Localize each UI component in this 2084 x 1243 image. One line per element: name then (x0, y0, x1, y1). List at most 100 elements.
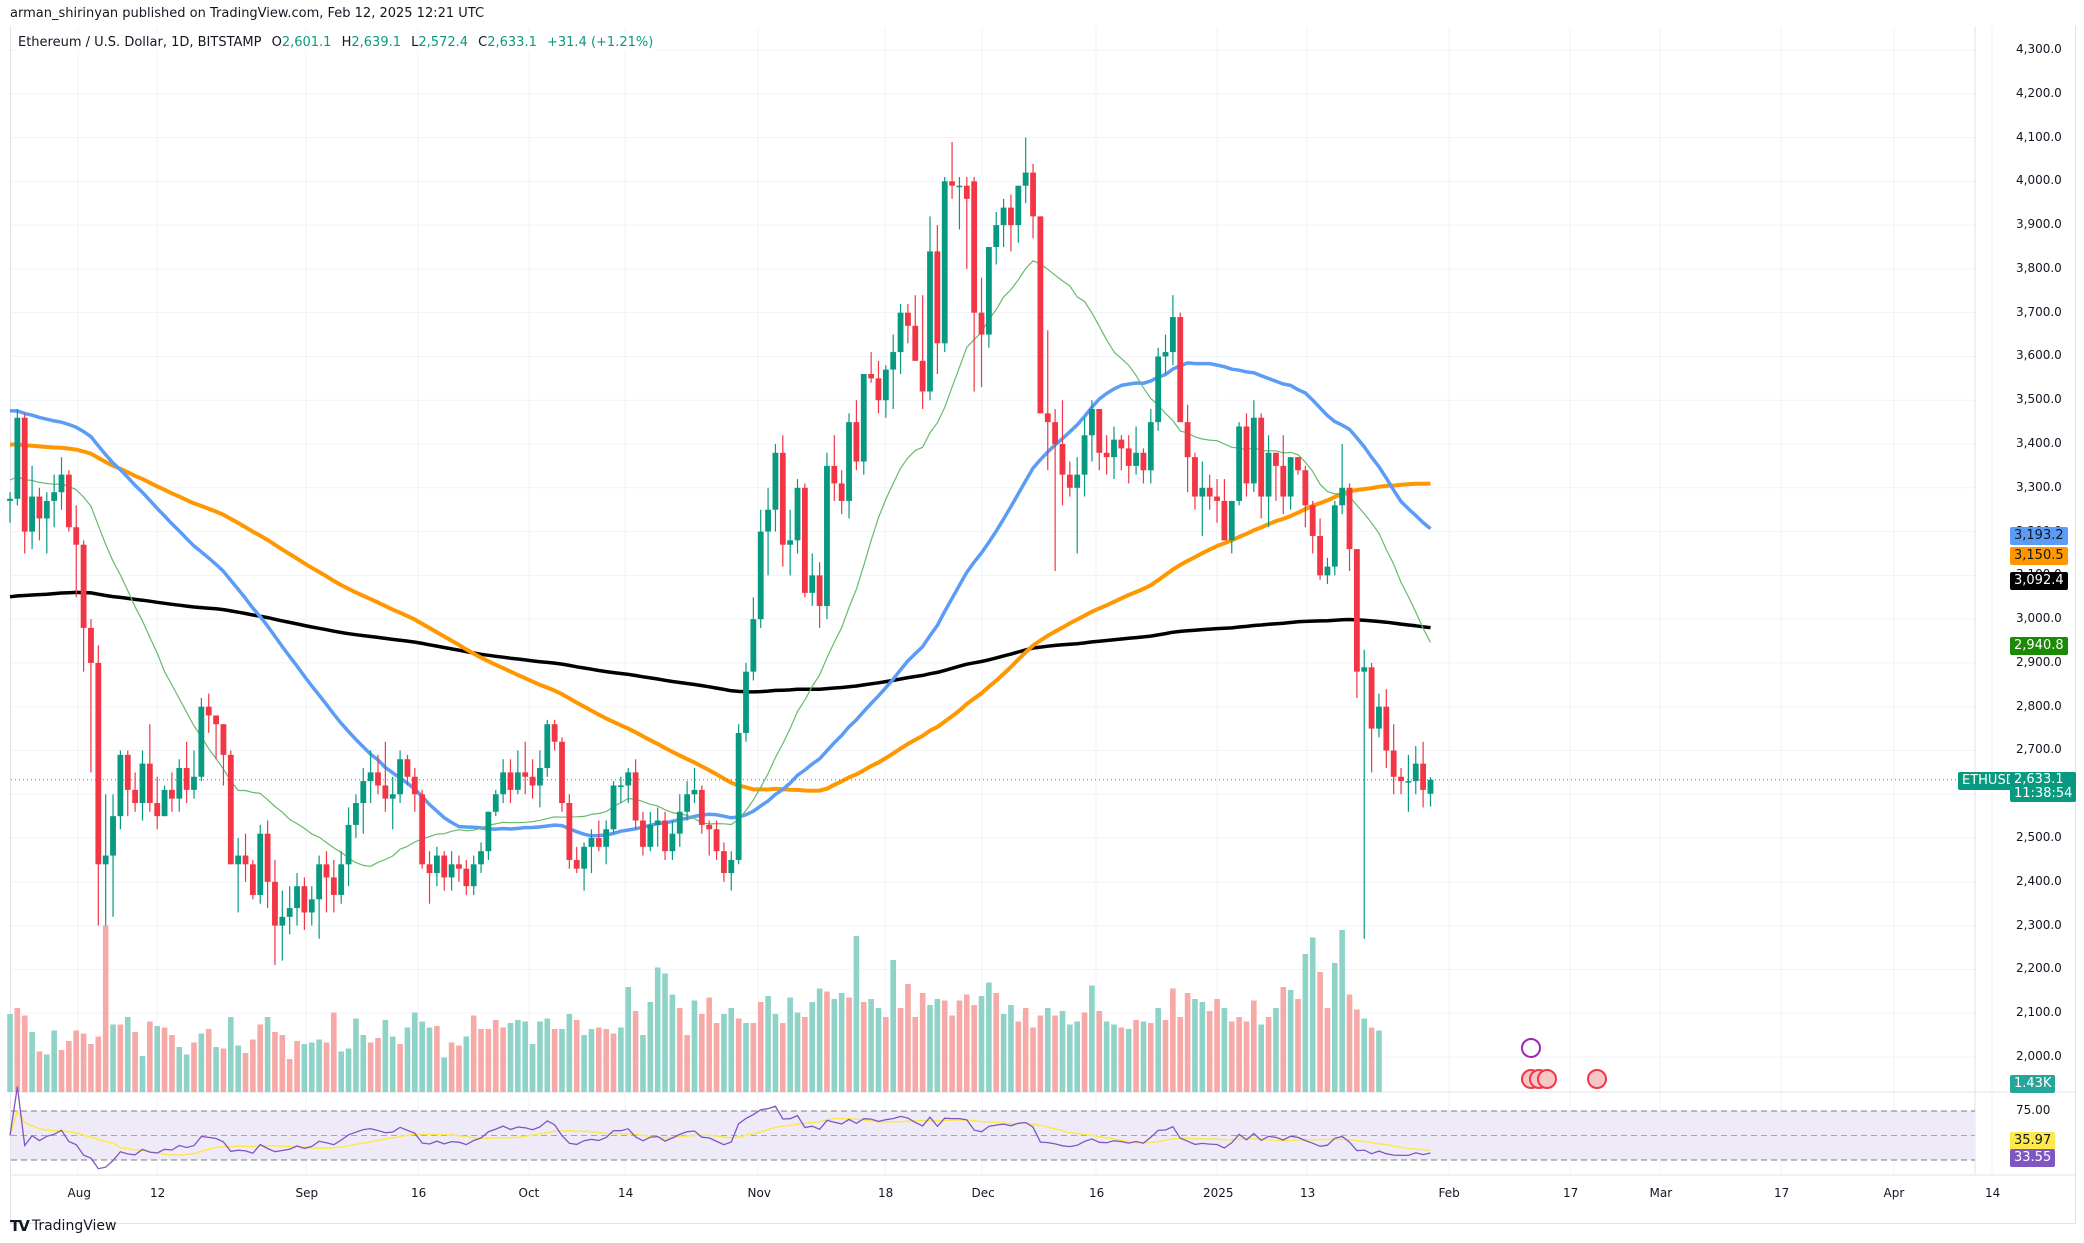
volume-bar (21, 1015, 28, 1092)
candle-body (993, 225, 1000, 248)
volume-bar (1067, 1024, 1073, 1092)
volume-bar (205, 1029, 212, 1092)
candle-body (397, 759, 403, 795)
volume-bar (588, 1029, 595, 1092)
volume-bar (183, 1054, 190, 1092)
candle-body (912, 325, 919, 361)
volume-bar (7, 1014, 13, 1092)
candle-body (706, 824, 713, 830)
price-tick-label: 2,400.0 (2016, 873, 2062, 888)
volume-bar (294, 1041, 300, 1092)
time-tick-label: Oct (518, 1186, 540, 1200)
candle-body (1111, 439, 1117, 458)
ma-20-line (9, 260, 1432, 867)
candle-body (21, 417, 28, 532)
candle-body (448, 864, 455, 878)
price-tick-label: 4,000.0 (2016, 173, 2062, 188)
volume-bar (772, 1014, 779, 1092)
candle-body (1339, 487, 1346, 506)
volume-bar (831, 999, 838, 1092)
candle-body (1022, 172, 1029, 186)
candle-body (772, 452, 779, 510)
volume-bar (382, 1020, 389, 1092)
volume-bar (507, 1023, 514, 1092)
rsi-line (9, 1086, 1431, 1170)
time-tick-label: Feb (1438, 1186, 1460, 1200)
price-tick-label: 3,500.0 (2016, 392, 2062, 407)
rsi-value-label: 33.55 (2010, 1149, 2056, 1167)
volume-bar (860, 1002, 867, 1092)
candle-body (581, 846, 587, 869)
candle-body (330, 877, 337, 895)
volume-bar (470, 1015, 477, 1092)
volume-bar (14, 1008, 21, 1092)
volume-bar (338, 1051, 344, 1092)
time-tick-label: 17 (1774, 1186, 1790, 1200)
candle-body (1015, 185, 1022, 226)
candle-body (831, 465, 838, 484)
candle-body (1228, 500, 1235, 541)
candle-body (1140, 452, 1147, 471)
volume-bar (780, 1023, 786, 1092)
close-label: C (478, 35, 488, 50)
chart-frame (10, 26, 2076, 1224)
volume-bar (1376, 1030, 1382, 1092)
volume-bar (331, 1012, 337, 1092)
candle-body (816, 575, 823, 607)
candle-body (1258, 417, 1265, 497)
ma-blue-value-label: 3,193.2 (2010, 527, 2068, 545)
volume-bar (662, 973, 668, 1092)
candle-body (242, 855, 249, 865)
candle-body (1103, 452, 1110, 458)
candle-body (1243, 426, 1250, 484)
volume-bar (161, 1027, 168, 1092)
ma-100-line (9, 442, 1431, 793)
candle-body (1081, 435, 1088, 475)
candle-body (529, 776, 536, 786)
volume-bar (669, 994, 676, 1092)
volume-bar (551, 1029, 558, 1092)
candle-body (169, 789, 175, 799)
volume-bar (1096, 1011, 1103, 1092)
candle-body (551, 724, 558, 742)
symbol-title[interactable]: Ethereum / U.S. Dollar, 1D, BITSTAMP (18, 35, 262, 50)
candle-body (603, 829, 610, 847)
candle-body (588, 838, 595, 847)
candle-body (500, 772, 507, 795)
candle-body (441, 855, 448, 878)
candle-body (927, 251, 933, 392)
volume-bar (419, 1021, 425, 1092)
volume-bar (1236, 1017, 1242, 1092)
rsi-tick-label: 75.00 (2016, 1103, 2051, 1117)
candle-body (198, 706, 205, 777)
volume-bar (794, 1012, 801, 1092)
candle-body (1376, 706, 1382, 729)
price-tick-label: 2,800.0 (2016, 698, 2062, 713)
volume-bar (272, 1032, 278, 1092)
candle-body (220, 724, 227, 755)
volume-bar (88, 1044, 94, 1092)
volume-bar (441, 1057, 448, 1092)
volume-bar (412, 1012, 418, 1092)
volume-bar (809, 1002, 816, 1092)
volume-bar (971, 1005, 977, 1092)
candle-body (1177, 317, 1184, 423)
volume-bar (1148, 1023, 1154, 1092)
volume-bar (912, 1017, 919, 1092)
volume-bar (1184, 993, 1191, 1092)
us-flag-event-icon (1537, 1069, 1557, 1089)
volume-bar (618, 1027, 624, 1092)
candle-body (1000, 207, 1007, 226)
candle-body (375, 772, 381, 786)
price-tick-label: 3,400.0 (2016, 436, 2062, 451)
candle-body (882, 369, 889, 401)
price-tick-label: 2,100.0 (2016, 1005, 2062, 1020)
candle-body (146, 763, 153, 804)
time-tick-label: Aug (67, 1186, 91, 1200)
candle-body (1221, 500, 1228, 541)
candle-body (478, 851, 484, 865)
volume-bar (279, 1035, 286, 1092)
volume-bar (29, 1032, 35, 1092)
volume-bar (1221, 1008, 1228, 1092)
